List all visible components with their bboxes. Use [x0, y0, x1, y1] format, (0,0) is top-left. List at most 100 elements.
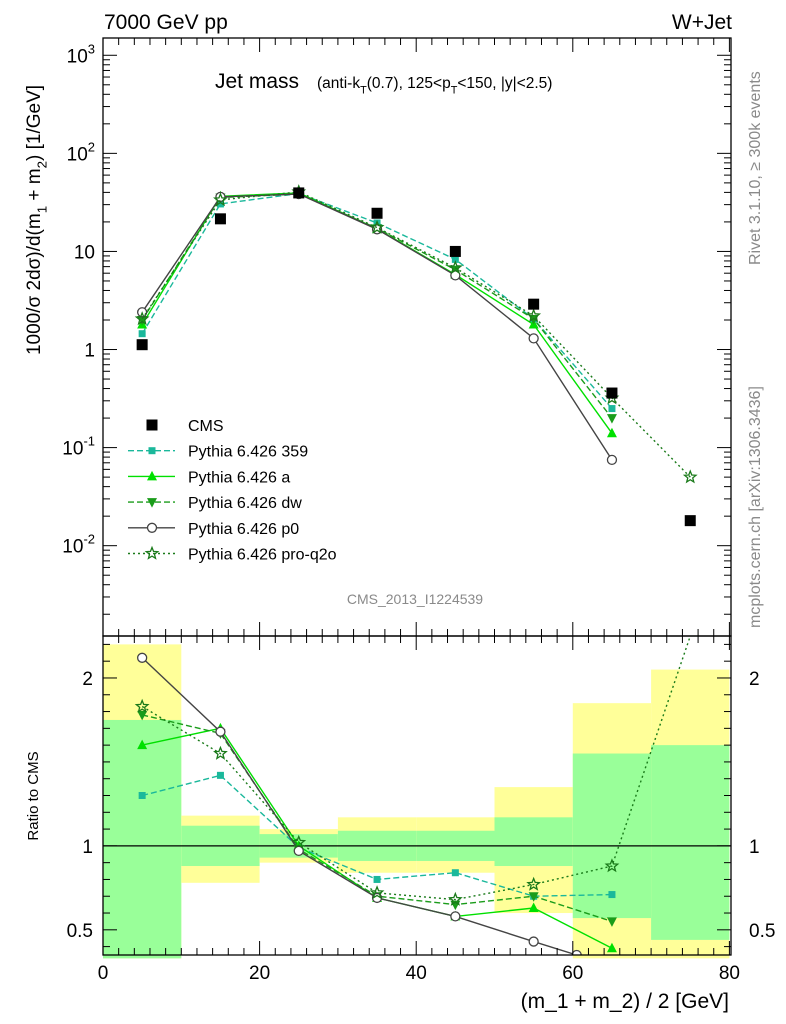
ratio-point-pythia-6-426-pro-q2o-6	[604, 858, 620, 873]
legend-marker	[147, 470, 157, 481]
mcplots-label: mcplots.cern.ch [arXiv:1306.3436]	[747, 386, 764, 628]
tick-base: 10	[62, 537, 83, 558]
legend-marker	[148, 447, 156, 455]
tick-exponent: -2	[83, 532, 95, 547]
point-pythia-6-426-359-1	[216, 200, 224, 208]
tick-exponent: 3	[88, 41, 95, 56]
series-data	[136, 187, 696, 527]
ratio-point-pythia-6-426-p0-4	[450, 911, 461, 922]
series-line-pythia-6-426-pro-q2o	[141, 191, 691, 478]
main-ytick-label: 10-2	[62, 532, 95, 558]
ratio-point-pythia-6-426-pro-q2o-3	[369, 885, 385, 900]
data-point-2	[293, 187, 305, 199]
ratio-point-pythia-6-426-pro-q2o-1	[213, 745, 228, 760]
legend-item-cms: CMS	[146, 418, 224, 435]
point-pythia-6-426-dw-6	[606, 414, 617, 424]
legend-marker	[144, 545, 160, 560]
point-pythia-6-426-359-0	[138, 330, 146, 338]
legend-label: Pythia 6.426 dw	[188, 495, 302, 512]
legend-label: CMS	[188, 418, 224, 435]
band-stat-6	[572, 753, 652, 919]
ratio-point-pythia-6-426-a-5	[528, 902, 539, 912]
ratio-xtick-label: 60	[562, 963, 583, 984]
plot-title-main: Jet mass	[215, 70, 299, 93]
point-pythia-6-426-359-6	[608, 405, 616, 413]
main-ytick-label: 10-1	[62, 434, 95, 460]
ratio-point-pythia-6-426-p0-2	[293, 845, 304, 857]
data-point-4	[449, 245, 461, 257]
ratio-point-pythia-6-426-pro-q2o-5	[526, 876, 542, 891]
ratio-point-pythia-6-426-359-6	[608, 891, 616, 899]
legend-item-pythia-6-426-p0: Pythia 6.426 p0	[128, 521, 299, 538]
text-run: 1	[35, 206, 50, 213]
data-point-7	[684, 515, 696, 527]
ratio-point-pythia-6-426-p0-0	[136, 652, 148, 663]
legend-item-pythia-6-426-pro-q2o: Pythia 6.426 pro-q2o	[128, 545, 337, 564]
legend-marker	[146, 419, 158, 431]
ratio-ylabel: Ratio to CMS	[25, 751, 42, 840]
band-stat-0	[103, 719, 182, 959]
point-pythia-6-426-dw-0	[137, 315, 148, 326]
tick-exponent: 2	[88, 139, 95, 154]
ratio-point-pythia-6-426-p0-3	[371, 892, 383, 904]
point-pythia-6-426-pro-q2o-1	[213, 192, 228, 207]
legend-marker	[146, 522, 158, 533]
main-ytick-label: 103	[67, 41, 95, 67]
series-pythia-6-426-pro-q2o	[134, 184, 698, 484]
tick-exponent: -1	[83, 434, 95, 449]
ratio-ytick-label-left: 2	[82, 669, 93, 690]
ratio-point-pythia-6-426-a-0	[137, 739, 148, 750]
ratio-series-pythia-6-426-p0	[136, 652, 582, 955]
legend-label: Pythia 6.426 p0	[188, 521, 299, 538]
data-point-0	[136, 339, 148, 351]
ratio-ytick-label-left: 0.5	[67, 921, 93, 942]
text-run: 1000/σ 2dσ)/d(m	[24, 213, 45, 355]
header-left: 7000 GeV pp	[104, 11, 228, 34]
legend-label: Pythia 6.426 pro-q2o	[188, 547, 337, 564]
ratio-point-pythia-6-426-pro-q2o-2	[291, 834, 307, 849]
point-pythia-6-426-pro-q2o-3	[369, 219, 385, 234]
data-point-5	[528, 298, 540, 310]
plot-subtitle: (anti-kT(0.7), 125<pT<150, |y|<2.5)	[317, 75, 552, 96]
analysis-watermark: CMS_2013_I1224539	[347, 591, 483, 607]
point-pythia-6-426-p0-5	[528, 333, 539, 344]
point-pythia-6-426-pro-q2o-5	[526, 308, 542, 323]
point-pythia-6-426-p0-6	[606, 454, 618, 466]
ratio-line-pythia-6-426-pro-q2o	[141, 636, 691, 901]
legend-item-pythia-6-426-dw: Pythia 6.426 dw	[128, 495, 302, 512]
point-pythia-6-426-359-4	[451, 255, 459, 263]
ratio-point-pythia-6-426-p0-5	[528, 936, 539, 947]
main-ytick-label: 102	[67, 139, 95, 165]
data-point-6	[606, 387, 618, 399]
ratio-ytick-label-right: 1	[749, 837, 760, 858]
plot-title: Jet mass	[215, 70, 299, 93]
text-run: + m	[24, 168, 45, 205]
ratio-series-pythia-6-426-pro-q2o	[134, 636, 691, 906]
header-right: W+Jet	[672, 11, 732, 34]
legend: CMS Pythia 6.426 359 Pythia 6.426 a Pythia …	[128, 418, 337, 564]
ratio-xlabel: (m_1 + m_2) / 2 [GeV]	[521, 990, 729, 1013]
point-pythia-6-426-pro-q2o-4	[447, 260, 463, 275]
ratio-point-pythia-6-426-359-1	[216, 771, 224, 779]
ratio-point-pythia-6-426-dw-5	[528, 892, 539, 902]
tick-base: 10	[67, 144, 88, 165]
ratio-series	[103, 636, 731, 955]
ratio-xtick-label: 0	[98, 963, 109, 984]
text-run: T	[360, 84, 367, 96]
tick-base: 10	[67, 46, 88, 67]
ratio-xtick-label: 80	[719, 963, 740, 984]
main-ylabel: 1000/σ 2dσ)/d(m1 + m2) [1/GeV]	[24, 85, 50, 355]
text-run: (anti-k	[317, 75, 360, 92]
main-ytick-label: 10	[74, 242, 95, 263]
text-run: ) [1/GeV]	[24, 85, 45, 161]
band-stat-5	[494, 817, 573, 867]
band-stat-7	[651, 745, 730, 940]
rivet-label: Rivet 3.1.10, ≥ 300k events	[747, 71, 764, 265]
legend-item-pythia-6-426-a: Pythia 6.426 a	[128, 469, 290, 486]
text-run: (0.7), 125<p	[367, 75, 451, 92]
data-point-1	[214, 213, 226, 225]
legend-label: Pythia 6.426 359	[188, 444, 308, 461]
text-run: <150, |y|<2.5)	[457, 75, 552, 92]
